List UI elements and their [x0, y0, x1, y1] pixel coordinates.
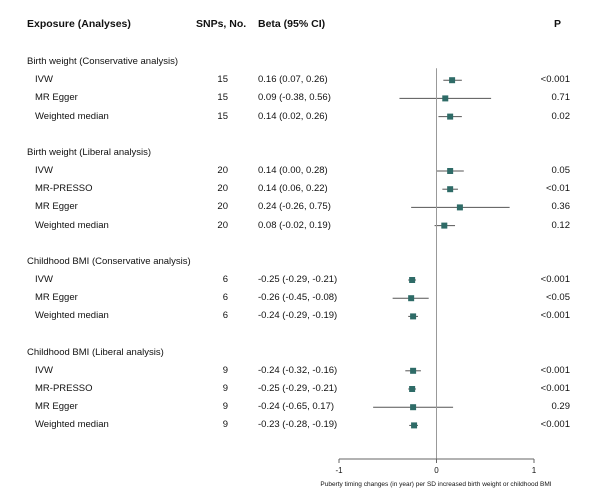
- point-estimate-marker: [447, 113, 454, 120]
- row-beta-ci: 0.14 (0.00, 0.28): [258, 165, 328, 176]
- row-snps: 15: [217, 74, 228, 86]
- row-method-label: MR Egger: [35, 292, 78, 304]
- row-beta-ci: 0.16 (0.07, 0.26): [258, 74, 328, 86]
- row-p-value: 0.05: [551, 165, 571, 176]
- row-beta-ci: 0.08 (-0.02, 0.19): [258, 219, 331, 231]
- row-snps: 9: [222, 364, 228, 376]
- row-method-label: Weighted median: [35, 110, 109, 122]
- row-snps: 6: [222, 292, 228, 304]
- point-estimate-marker: [410, 313, 417, 320]
- row-beta-ci: -0.23 (-0.28, -0.19): [258, 419, 338, 431]
- row-beta-ci: 0.14 (0.02, 0.26): [258, 110, 328, 122]
- point-estimate-marker: [409, 277, 416, 283]
- group-label: Birth weight (Conservative analysis): [27, 56, 179, 67]
- row-p-value: <0.001: [540, 310, 570, 322]
- header-beta: Beta (95% CI): [258, 18, 326, 30]
- header-snps: SNPs, No.: [196, 18, 247, 30]
- x-tick-label: -1: [335, 466, 343, 475]
- row-method-label: MR-PRESSO: [35, 383, 93, 394]
- row-method-label: IVW: [35, 274, 53, 285]
- row-method-label: IVW: [35, 165, 53, 176]
- row-p-value: 0.12: [551, 219, 571, 231]
- row-beta-ci: 0.09 (-0.38, 0.56): [258, 92, 331, 104]
- group-label: Childhood BMI (Conservative analysis): [27, 255, 191, 267]
- row-snps: 20: [217, 165, 228, 176]
- row-beta-ci: -0.25 (-0.29, -0.21): [258, 274, 338, 285]
- row-snps: 20: [217, 219, 228, 231]
- point-estimate-marker: [456, 204, 463, 211]
- row-beta-ci: -0.25 (-0.29, -0.21): [258, 383, 338, 394]
- x-tick-label: 1: [532, 466, 537, 475]
- row-snps: 9: [222, 383, 228, 394]
- point-estimate-marker: [441, 222, 448, 229]
- row-p-value: 0.36: [551, 201, 571, 213]
- header-p: P: [554, 18, 562, 30]
- row-snps: 15: [217, 92, 228, 104]
- row-p-value: <0.001: [540, 383, 570, 394]
- group-label: Childhood BMI (Liberal analysis): [27, 346, 164, 358]
- row-p-value: 0.29: [551, 401, 571, 413]
- point-estimate-marker: [449, 77, 456, 84]
- point-estimate-marker: [411, 422, 418, 429]
- point-estimate-marker: [408, 295, 415, 302]
- row-method-label: Weighted median: [35, 419, 109, 431]
- row-snps: 9: [222, 401, 228, 413]
- row-method-label: IVW: [35, 364, 53, 376]
- point-estimate-marker: [410, 404, 417, 411]
- x-axis-label: Puberty timing changes (in year) per SD …: [320, 481, 551, 488]
- row-p-value: <0.001: [540, 274, 570, 285]
- row-beta-ci: 0.14 (0.06, 0.22): [258, 183, 328, 195]
- row-p-value: <0.01: [545, 183, 570, 195]
- point-estimate-marker: [442, 95, 449, 102]
- point-estimate-marker: [447, 168, 454, 174]
- row-method-label: Weighted median: [35, 310, 109, 322]
- x-tick-label: 0: [434, 466, 439, 475]
- row-p-value: 0.02: [551, 110, 571, 122]
- point-estimate-marker: [447, 186, 454, 193]
- row-beta-ci: -0.24 (-0.29, -0.19): [258, 310, 338, 322]
- row-method-label: MR-PRESSO: [35, 183, 93, 195]
- row-beta-ci: -0.24 (-0.32, -0.16): [258, 364, 338, 376]
- row-snps: 20: [217, 201, 228, 213]
- group-label: Birth weight (Liberal analysis): [27, 146, 152, 158]
- row-method-label: IVW: [35, 74, 53, 86]
- row-beta-ci: -0.24 (-0.65, 0.17): [258, 401, 335, 413]
- row-snps: 15: [217, 110, 228, 122]
- row-p-value: <0.05: [545, 292, 570, 304]
- row-snps: 20: [217, 183, 228, 195]
- row-method-label: Weighted median: [35, 219, 109, 231]
- row-method-label: MR Egger: [35, 92, 78, 104]
- row-p-value: <0.001: [540, 419, 570, 431]
- row-beta-ci: 0.24 (-0.26, 0.75): [258, 201, 331, 213]
- row-snps: 6: [222, 310, 228, 322]
- row-snps: 9: [222, 419, 228, 431]
- row-p-value: 0.71: [551, 92, 571, 104]
- point-estimate-marker: [410, 367, 417, 374]
- row-p-value: <0.001: [540, 74, 570, 86]
- row-beta-ci: -0.26 (-0.45, -0.08): [258, 292, 338, 304]
- row-p-value: <0.001: [540, 364, 570, 376]
- header-exposure: Exposure (Analyses): [27, 18, 131, 30]
- row-snps: 6: [222, 274, 228, 285]
- row-method-label: MR Egger: [35, 201, 78, 213]
- point-estimate-marker: [409, 386, 416, 392]
- row-method-label: MR Egger: [35, 401, 78, 413]
